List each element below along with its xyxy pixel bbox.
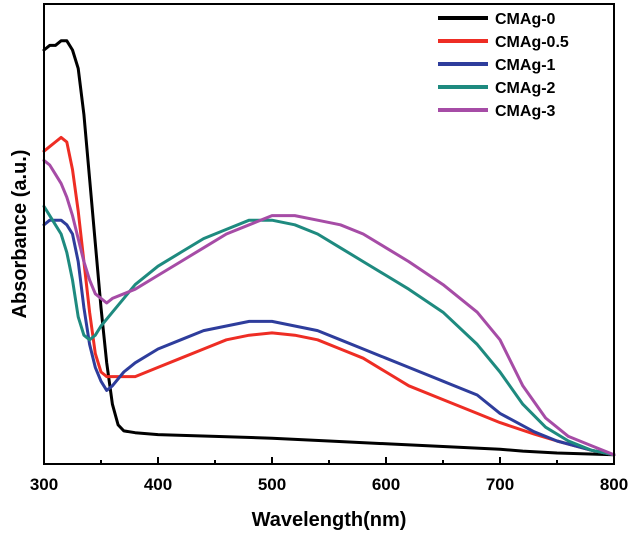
legend-label: CMAg-3 [495, 103, 556, 120]
series-layer [42, 39, 616, 457]
x-tick-label: 300 [30, 475, 58, 494]
x-tick-label: 600 [372, 475, 400, 494]
series-line-cmag-3 [42, 158, 616, 457]
series-line-cmag-2 [42, 204, 616, 457]
x-tick-label: 400 [144, 475, 172, 494]
x-tick-label: 800 [600, 475, 628, 494]
x-tick-label: 700 [486, 475, 514, 494]
series-line-cmag-0.5 [42, 135, 616, 457]
legend-label: CMAg-1 [495, 57, 556, 74]
x-ticks: 300 400 500 600 700 800 [30, 457, 628, 494]
x-tick-label: 500 [258, 475, 286, 494]
legend-label: CMAg-2 [495, 80, 556, 97]
legend-label: CMAg-0 [495, 11, 556, 28]
y-axis-label: Absorbance (a.u.) [9, 150, 31, 319]
legend-label: CMAg-0.5 [495, 34, 569, 51]
legend: CMAg-0 CMAg-0.5 CMAg-1 CMAg-2 CMAg-3 [438, 11, 569, 120]
x-axis-label: Wavelength(nm) [252, 509, 407, 531]
series-line-cmag-1 [42, 218, 616, 457]
series-line-cmag-0 [42, 39, 616, 457]
